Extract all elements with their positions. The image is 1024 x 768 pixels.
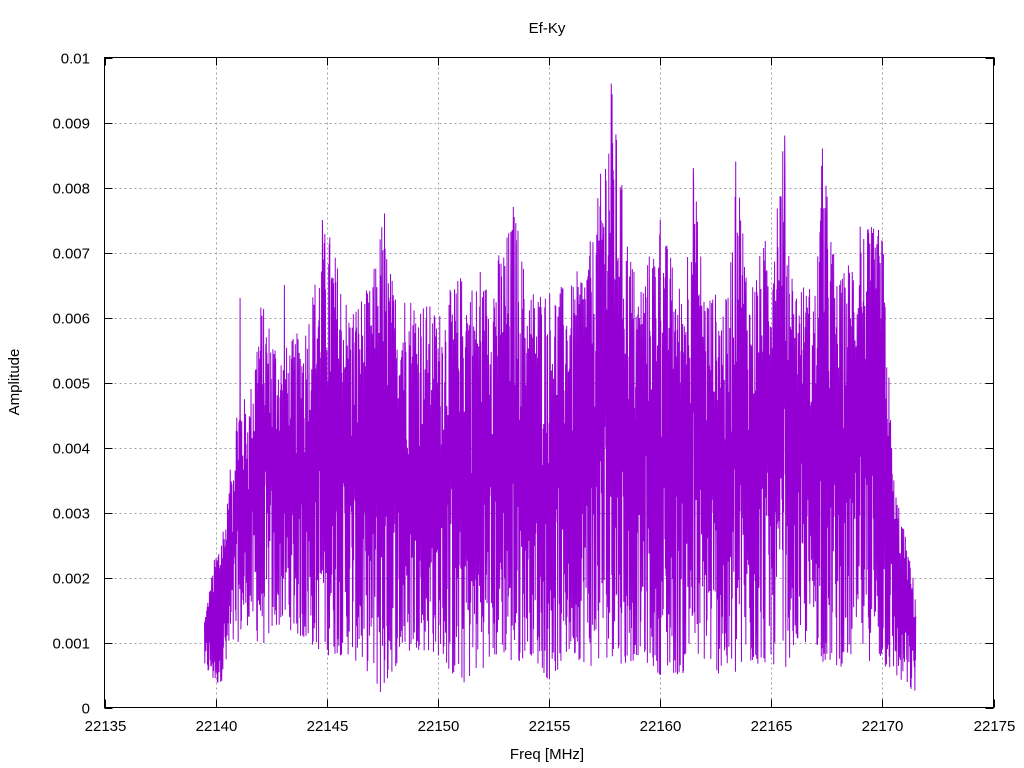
y-tick-label: 0.002 xyxy=(52,571,90,588)
chart-title: Ef-Ky xyxy=(529,20,566,37)
amplitude-series-line xyxy=(204,83,917,693)
x-tick-label: 22155 xyxy=(529,718,571,735)
y-tick-label: 0.008 xyxy=(52,181,90,198)
y-tick-label: 0.001 xyxy=(52,636,90,653)
x-axis-label: Freq [MHz] xyxy=(510,746,584,763)
x-tick-label: 22160 xyxy=(640,718,682,735)
x-tick-label: 22140 xyxy=(196,718,238,735)
y-tick-label: 0.01 xyxy=(61,51,90,68)
x-tick-label: 22165 xyxy=(751,718,793,735)
y-tick-label: 0.003 xyxy=(52,506,90,523)
y-tick-label: 0 xyxy=(82,701,90,718)
y-tick-label: 0.007 xyxy=(52,246,90,263)
y-tick-label: 0.004 xyxy=(52,441,90,458)
x-tick-label: 22145 xyxy=(307,718,349,735)
tick-labels: 22135 22140 22145 22150 22155 22160 22165 22170… xyxy=(52,51,1015,736)
plot-area xyxy=(204,83,917,693)
x-tick-label: 22150 xyxy=(418,718,460,735)
x-tick-label: 22135 xyxy=(85,718,127,735)
x-tick-label: 22170 xyxy=(862,718,904,735)
y-axis-label: Amplitude xyxy=(6,349,23,416)
axis-ticks xyxy=(104,57,995,709)
y-tick-label: 0.006 xyxy=(52,311,90,328)
y-tick-label: 0.005 xyxy=(52,376,90,393)
y-tick-label: 0.009 xyxy=(52,116,90,133)
x-tick-label: 22175 xyxy=(974,718,1016,735)
